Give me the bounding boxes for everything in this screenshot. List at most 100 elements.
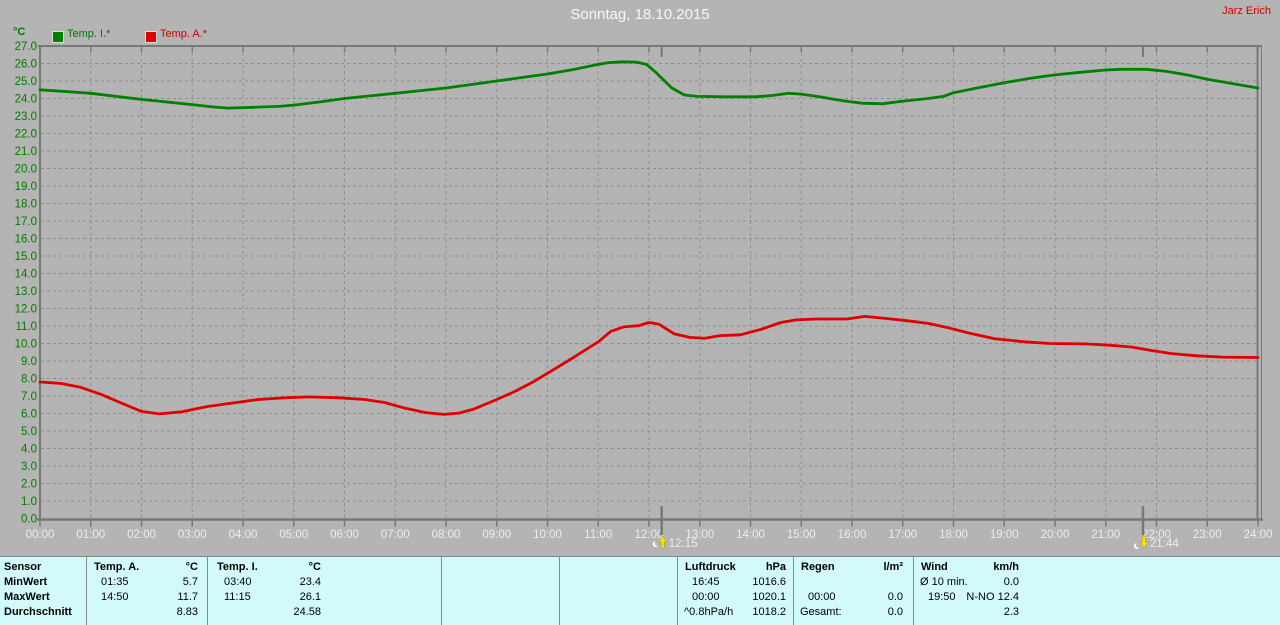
table-cell-value: 1020.1 — [752, 591, 786, 603]
y-tick-label: 6.0 — [21, 409, 37, 421]
table-cell: 00:00 1020.1 — [681, 590, 790, 605]
x-tick-label: 03:00 — [178, 529, 207, 541]
table-col-header: Wind km/h — [917, 560, 1023, 575]
y-tick-label: 26.0 — [15, 59, 37, 71]
table-row-label: MaxWert — [4, 591, 50, 603]
y-tick-label: 1.0 — [21, 496, 37, 508]
y-tick-label: 16.0 — [15, 234, 37, 246]
y-axis-unit-label: °C — [13, 26, 26, 38]
table-divider — [207, 557, 208, 625]
table-col-header: Luftdruck hPa — [681, 560, 790, 575]
x-tick-label: 01:00 — [76, 529, 105, 541]
table-cell-time: ^0.8hPa/h — [684, 606, 734, 618]
moonrise-icon — [652, 535, 668, 549]
y-tick-label: 5.0 — [21, 426, 37, 438]
x-tick-label: 19:00 — [990, 529, 1019, 541]
table-cell-value: 24.58 — [293, 606, 321, 618]
x-tick-label: 04:00 — [229, 529, 258, 541]
legend-swatch-temp-i-icon — [52, 31, 64, 43]
author-label: Jarz Erich — [1222, 5, 1271, 17]
y-tick-label: 21.0 — [15, 146, 37, 158]
table-cell-value: 0.0 — [1003, 576, 1019, 588]
y-tick-label: 10.0 — [15, 339, 37, 351]
table-cell: 19:50 N-NO 12.4 — [917, 590, 1023, 605]
marker-tick — [660, 506, 663, 535]
table-cell-value: N-NO 12.4 — [966, 591, 1019, 603]
table-col-header: Temp. A. °C — [90, 560, 202, 575]
table-divider — [86, 557, 87, 625]
series-line-temp-i — [38, 60, 1260, 110]
stats-table: Sensor MinWert MaxWert Durchschnitt Temp. A.… — [0, 556, 1280, 625]
table-row-label: Durchschnitt — [4, 606, 72, 618]
table-cell-value: 5.7 — [182, 576, 198, 588]
table-divider — [441, 557, 442, 625]
legend-label-temp-a: Temp. A.* — [160, 28, 208, 40]
table-cell-value: 0.0 — [887, 591, 903, 603]
table-divider — [793, 557, 794, 625]
table-cell — [797, 575, 907, 590]
y-tick-label: 15.0 — [15, 251, 37, 263]
table-cell: Ø 10 min. 0.0 — [917, 575, 1023, 590]
arrow-shape — [1139, 535, 1149, 549]
y-tick-label: 20.0 — [15, 164, 37, 176]
x-tick-label: 23:00 — [1193, 529, 1222, 541]
table-cell: 24.58 — [213, 605, 325, 620]
table-col-unit: l/m² — [883, 561, 903, 573]
x-tick-label: 16:00 — [838, 529, 867, 541]
table-cell-time: 00:00 — [808, 591, 836, 603]
table-col-unit: °C — [308, 561, 321, 573]
table-col-header-text: Temp. I. — [217, 561, 258, 573]
table-cell-time: 19:50 — [928, 591, 956, 603]
table-cell: ^0.8hPa/h 1018.2 — [681, 605, 790, 620]
y-tick-label: 23.0 — [15, 111, 37, 123]
x-tick-label: 09:00 — [482, 529, 511, 541]
table-col-header-text: Regen — [801, 561, 835, 573]
y-tick-label: 11.0 — [15, 321, 37, 333]
x-tick-label: 22:00 — [1142, 529, 1171, 541]
table-col-header-text: Temp. A. — [94, 561, 140, 573]
table-cell-time: Ø 10 min. — [920, 576, 968, 588]
y-tick-label: 9.0 — [21, 356, 37, 368]
table-cell-value: 0.0 — [887, 606, 903, 618]
y-tick-label: 13.0 — [15, 286, 37, 298]
x-tick-label: 00:00 — [26, 529, 55, 541]
table-cell-value: 8.83 — [176, 606, 198, 618]
table-row-label: Sensor — [4, 561, 42, 573]
table-cell-time: Gesamt: — [800, 606, 842, 618]
table-col-unit: °C — [185, 561, 198, 573]
table-cell: 14:50 11.7 — [90, 590, 202, 605]
table-col-unit: hPa — [765, 561, 786, 573]
y-tick-label: 7.0 — [21, 391, 37, 403]
y-tick-label: 4.0 — [21, 444, 37, 456]
table-col-unit: km/h — [993, 561, 1019, 573]
y-tick-label: 8.0 — [21, 374, 37, 386]
table-col-header-text: Wind — [921, 561, 948, 573]
x-tick-label: 08:00 — [432, 529, 461, 541]
x-tick-label: 12:00 — [635, 529, 664, 541]
x-tick-label: 20:00 — [1041, 529, 1070, 541]
page-title: Sonntag, 18.10.2015 — [570, 6, 710, 23]
table-cell: 16:45 1016.6 — [681, 575, 790, 590]
y-tick-label: 27.0 — [15, 41, 37, 53]
table-cell-time: 01:35 — [101, 576, 129, 588]
table-cell-value: 11.7 — [177, 591, 198, 603]
y-tick-label: 17.0 — [15, 216, 37, 228]
y-tick-label: 3.0 — [21, 461, 37, 473]
x-tick-label: 07:00 — [381, 529, 410, 541]
x-tick-label: 21:00 — [1091, 529, 1120, 541]
x-tick-label: 05:00 — [279, 529, 308, 541]
table-cell: 03:40 23.4 — [213, 575, 325, 590]
x-tick-label: 10:00 — [533, 529, 562, 541]
table-cell: 11:15 26.1 — [213, 590, 325, 605]
temperature-line-chart: 00:00 01:00 02:00 03:00 04:00 05:00 06:00 07:00… — [15, 41, 1273, 550]
x-tick-label: 06:00 — [330, 529, 359, 541]
table-cell-time: 00:00 — [692, 591, 720, 603]
x-tick-label: 24:00 — [1244, 529, 1273, 541]
moonset-icon — [1133, 535, 1149, 549]
legend-label-temp-i: Temp. I.* — [67, 28, 111, 40]
marker-time-label: 12:15 — [669, 538, 698, 550]
x-tick-label: 02:00 — [127, 529, 156, 541]
y-tick-label: 24.0 — [15, 94, 37, 106]
x-tick-label: 13:00 — [685, 529, 714, 541]
